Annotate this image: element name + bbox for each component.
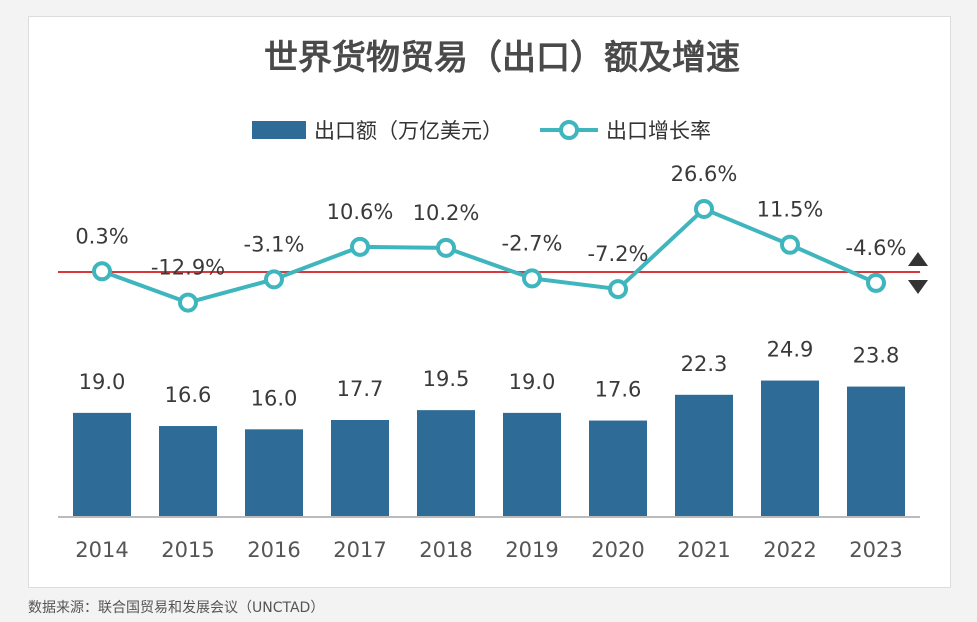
- x-tick-labels: 2014 2015 2016 2017 2018 2019 2020 2021 2022 2023: [75, 538, 902, 562]
- x-tick-2021: 2021: [677, 538, 730, 562]
- bar-label-2020: 17.6: [595, 378, 642, 402]
- bar-label-2016: 16.0: [251, 386, 298, 410]
- bar-2018: [417, 410, 475, 517]
- rate-label-2023: -4.6%: [846, 236, 907, 260]
- legend-bar-swatch: [252, 121, 306, 139]
- rate-marker-2015: [178, 292, 198, 313]
- bar-2019: [503, 412, 561, 517]
- bar-value-labels: 19.0 16.6 16.0 17.7 19.5 19.0 17.6 22.3 24.9 23.8: [79, 338, 900, 411]
- rate-label-2014: 0.3%: [75, 224, 128, 248]
- legend-bar-label: 出口额（万亿美元）: [314, 119, 503, 143]
- rate-marker-2014: [92, 261, 112, 282]
- x-tick-2023: 2023: [849, 538, 902, 562]
- rate-marker-2023: [866, 272, 886, 293]
- x-tick-2020: 2020: [591, 538, 644, 562]
- bar-label-2022: 24.9: [767, 338, 814, 362]
- legend: 出口额（万亿美元） 出口增长率: [252, 119, 711, 143]
- x-tick-2014: 2014: [75, 538, 128, 562]
- down-triangle-icon: [908, 280, 928, 294]
- rate-marker-2018: [436, 237, 456, 258]
- x-tick-2018: 2018: [419, 538, 472, 562]
- rate-label-2020: -7.2%: [588, 242, 649, 266]
- rate-marker-2022: [780, 234, 800, 255]
- x-tick-2019: 2019: [505, 538, 558, 562]
- bar-2014: [73, 412, 131, 517]
- legend-line-label: 出口增长率: [606, 119, 711, 143]
- bar-label-2023: 23.8: [853, 344, 900, 368]
- x-tick-2016: 2016: [247, 538, 300, 562]
- bar-2016: [245, 429, 303, 517]
- x-tick-2015: 2015: [161, 538, 214, 562]
- source-note: 数据来源：联合国贸易和发展会议（UNCTAD）: [28, 600, 325, 616]
- bar-2017: [331, 420, 389, 517]
- rate-series: [92, 198, 886, 313]
- legend-line-marker: [559, 120, 579, 140]
- rate-label-2022: 11.5%: [757, 198, 824, 222]
- bar-label-2018: 19.5: [423, 367, 470, 391]
- bar-2023: [847, 386, 905, 517]
- bar-2015: [159, 426, 217, 517]
- rate-marker-2016: [264, 269, 284, 290]
- rate-label-2021: 26.6%: [671, 162, 738, 186]
- x-tick-2022: 2022: [763, 538, 816, 562]
- bar-2021: [675, 394, 733, 517]
- bar-series: [73, 380, 905, 517]
- chart-title: 世界货物贸易（出口）额及增速: [264, 38, 740, 78]
- bar-label-2021: 22.3: [681, 352, 728, 376]
- up-triangle-icon: [908, 252, 928, 266]
- rate-line: [101, 206, 877, 305]
- rate-label-2015: -12.9%: [151, 256, 225, 280]
- rate-marker-2021: [694, 198, 714, 219]
- bar-label-2015: 16.6: [165, 383, 212, 407]
- rate-label-2017: 10.6%: [327, 200, 394, 224]
- rate-value-labels: 0.3% -12.9% -3.1% 10.6% 10.2% -2.7% -7.2% 26.6%…: [75, 162, 906, 280]
- rate-label-2016: -3.1%: [244, 232, 305, 256]
- bar-2020: [589, 420, 647, 517]
- bar-label-2017: 17.7: [337, 377, 384, 401]
- bar-2022: [761, 380, 819, 517]
- rate-marker-2017: [350, 236, 370, 257]
- rate-marker-2020: [608, 279, 628, 300]
- x-tick-2017: 2017: [333, 538, 386, 562]
- bar-label-2014: 19.0: [79, 370, 126, 394]
- rate-marker-2019: [522, 268, 542, 289]
- rate-label-2018: 10.2%: [413, 201, 480, 225]
- bar-label-2019: 19.0: [509, 370, 556, 394]
- rate-label-2019: -2.7%: [502, 231, 563, 255]
